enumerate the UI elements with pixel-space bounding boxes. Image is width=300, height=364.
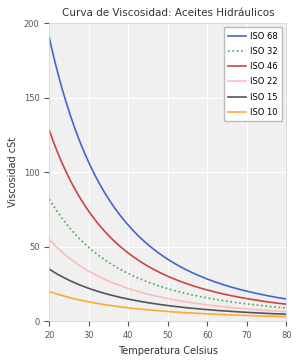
- ISO 32: [193, 293, 196, 298]
- ISO 46: [262, 299, 266, 304]
- ISO 68: [262, 293, 266, 297]
- Line: ISO 22: ISO 22: [50, 240, 286, 312]
- X-axis label: Temperatura Celsius: Temperatura Celsius: [118, 346, 218, 356]
- ISO 32: [188, 292, 191, 297]
- ISO 22: [48, 237, 51, 242]
- ISO 32: [48, 198, 52, 203]
- ISO 68: [285, 297, 288, 301]
- ISO 46: [247, 297, 251, 301]
- ISO 46: [48, 128, 51, 133]
- Line: ISO 68: ISO 68: [50, 38, 286, 299]
- ISO 68: [188, 269, 191, 274]
- ISO 68: [193, 272, 196, 276]
- ISO 15: [262, 311, 266, 316]
- ISO 15: [193, 306, 196, 310]
- ISO 32: [189, 292, 192, 297]
- Line: ISO 10: ISO 10: [50, 292, 286, 317]
- ISO 10: [48, 290, 52, 294]
- ISO 10: [48, 289, 51, 294]
- ISO 46: [285, 302, 288, 306]
- Line: ISO 46: ISO 46: [50, 131, 286, 304]
- ISO 22: [285, 309, 288, 314]
- ISO 10: [262, 314, 266, 318]
- ISO 15: [48, 268, 52, 272]
- ISO 15: [247, 310, 251, 314]
- ISO 10: [189, 311, 192, 315]
- ISO 46: [189, 283, 192, 287]
- Line: ISO 32: ISO 32: [50, 199, 286, 308]
- ISO 10: [188, 311, 191, 315]
- ISO 32: [285, 306, 288, 310]
- ISO 22: [262, 308, 266, 312]
- ISO 46: [188, 282, 191, 287]
- ISO 22: [189, 300, 192, 305]
- ISO 68: [48, 36, 51, 40]
- ISO 15: [189, 306, 192, 310]
- ISO 32: [247, 302, 251, 306]
- ISO 15: [188, 306, 191, 310]
- ISO 22: [188, 300, 191, 305]
- ISO 32: [262, 304, 266, 308]
- Line: ISO 15: ISO 15: [50, 269, 286, 314]
- Legend: ISO 68, ISO 32, ISO 46, ISO 22, ISO 15, ISO 10: ISO 68, ISO 32, ISO 46, ISO 22, ISO 15, …: [224, 27, 282, 121]
- ISO 68: [189, 270, 192, 274]
- ISO 10: [247, 313, 251, 318]
- ISO 32: [48, 197, 51, 201]
- ISO 10: [285, 314, 288, 319]
- ISO 68: [247, 290, 251, 294]
- ISO 22: [193, 301, 196, 305]
- ISO 22: [48, 238, 52, 242]
- Title: Curva de Viscosidad: Aceites Hidráulicos: Curva de Viscosidad: Aceites Hidráulicos: [61, 8, 274, 18]
- ISO 10: [193, 311, 196, 315]
- ISO 46: [193, 284, 196, 288]
- ISO 15: [48, 267, 51, 272]
- ISO 68: [48, 40, 52, 44]
- ISO 46: [48, 131, 52, 135]
- Y-axis label: Viscosidad cSt: Viscosidad cSt: [8, 137, 18, 207]
- ISO 15: [285, 312, 288, 316]
- ISO 22: [247, 307, 251, 311]
